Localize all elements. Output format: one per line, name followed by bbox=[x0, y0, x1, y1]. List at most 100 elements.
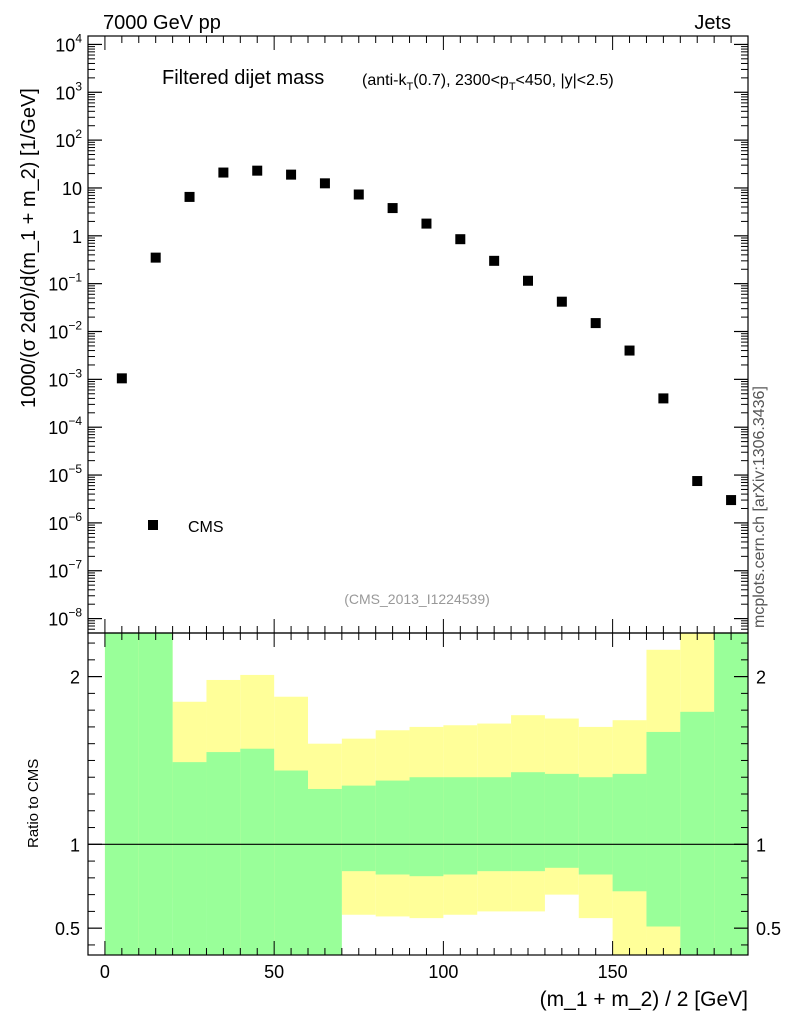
data-point bbox=[184, 191, 195, 202]
band-stat-bin-4 bbox=[240, 748, 275, 955]
y-tick-base: 10 bbox=[48, 514, 68, 534]
y-tick-label: 10−2 bbox=[48, 319, 82, 343]
main-y-ticks: 10410310210110−110−210−310−410−510−610−7… bbox=[48, 31, 748, 630]
data-point bbox=[455, 234, 466, 245]
band-stat-bin-5 bbox=[274, 770, 308, 955]
data-point bbox=[590, 318, 601, 329]
data-point bbox=[353, 189, 364, 200]
y-tick-base: 10 bbox=[55, 35, 75, 55]
y-tick-exponent: −3 bbox=[68, 366, 82, 380]
y-tick-base: 10 bbox=[48, 323, 68, 343]
x-axis-label: (m_1 + m_2) / 2 [GeV] bbox=[540, 988, 748, 1011]
y-tick-label: 10−6 bbox=[48, 510, 82, 534]
y-tick-base: 10 bbox=[48, 610, 68, 630]
y-tick-base: 10 bbox=[48, 418, 68, 438]
x-tick-label: 50 bbox=[264, 962, 284, 982]
subtitle-sub-1: T bbox=[406, 81, 413, 93]
y-tick-base: 10 bbox=[55, 83, 75, 103]
data-point bbox=[523, 275, 533, 286]
band-stat-bin-14 bbox=[578, 777, 613, 875]
y-tick-exponent: −5 bbox=[68, 462, 82, 476]
band-stat-bin-1 bbox=[138, 633, 173, 955]
band-stat-bin-7 bbox=[341, 785, 376, 872]
band-stat-bin-10 bbox=[443, 777, 478, 875]
ratio-y-axis-label: Ratio to CMS bbox=[25, 759, 42, 848]
data-point bbox=[726, 495, 737, 506]
band-stat-bin-2 bbox=[172, 762, 207, 955]
ratio-ticks: 0.5 0.5 1 1 2 2 bbox=[55, 642, 781, 946]
y-tick-exponent: 2 bbox=[75, 127, 82, 141]
x-tick-label: 0 bbox=[100, 962, 110, 982]
data-point bbox=[218, 167, 229, 178]
side-label: mcplots.cern.ch [arXiv:1306.3436] bbox=[751, 386, 768, 628]
band-stat-bin-8 bbox=[375, 780, 410, 875]
y-tick-base: 10 bbox=[48, 466, 68, 486]
data-point bbox=[624, 345, 635, 356]
band-stat-bin-6 bbox=[308, 788, 342, 955]
y-tick-label: 10−3 bbox=[48, 366, 82, 390]
data-point bbox=[150, 252, 161, 263]
band-stat-bin-12 bbox=[511, 772, 545, 872]
y-tick-label: 10−5 bbox=[48, 462, 82, 486]
y-tick-exponent: 3 bbox=[75, 79, 82, 93]
legend-marker bbox=[148, 520, 158, 530]
y-tick-label: 10−4 bbox=[48, 414, 82, 438]
ratio-tick-label-right: 0.5 bbox=[756, 919, 781, 939]
y-tick-exponent: 4 bbox=[75, 31, 82, 45]
energy-label: 7000 GeV pp bbox=[103, 12, 221, 34]
ratio-tick-label-left: 0.5 bbox=[55, 919, 80, 939]
data-point bbox=[319, 178, 330, 189]
legend-label: CMS bbox=[188, 519, 224, 536]
y-tick-base: 10 bbox=[55, 131, 75, 151]
band-stat-bin-3 bbox=[206, 752, 241, 955]
data-point bbox=[658, 393, 669, 404]
y-tick-label: 10 bbox=[62, 179, 82, 199]
y-tick-label: 10−1 bbox=[48, 271, 82, 295]
subtitle-part-1: (anti-k bbox=[362, 72, 407, 89]
y-tick-label: 10−8 bbox=[48, 606, 82, 630]
ratio-bands bbox=[104, 633, 748, 955]
y-tick-base: 10 bbox=[48, 562, 68, 582]
process-label: Jets bbox=[694, 12, 731, 34]
y-tick-label: 103 bbox=[55, 79, 82, 103]
data-point bbox=[286, 169, 297, 180]
x-tick-label: 100 bbox=[428, 962, 458, 982]
data-point bbox=[421, 218, 432, 229]
chart-subtitle: (anti-kT(0.7), 2300<pT<450, |y|<2.5) bbox=[362, 72, 614, 93]
y-tick-label: 104 bbox=[55, 31, 82, 55]
main-x-ticks: 0 50 100 150 bbox=[87, 36, 749, 982]
band-stat-bin-11 bbox=[477, 777, 512, 872]
data-point bbox=[116, 373, 127, 384]
band-stat-bin-13 bbox=[544, 773, 579, 868]
band-stat-bin-16 bbox=[646, 731, 681, 927]
main-panel-frame bbox=[87, 35, 749, 634]
subtitle-part-2: (0.7), 2300<p bbox=[413, 72, 509, 89]
x-tick-label: 150 bbox=[598, 962, 628, 982]
data-point bbox=[252, 165, 263, 176]
band-stat-bin-17 bbox=[680, 711, 715, 955]
subtitle-part-3: <450, |y|<2.5) bbox=[516, 72, 614, 89]
band-stat-bin-9 bbox=[409, 777, 444, 877]
ratio-tick-label-right: 1 bbox=[756, 835, 766, 855]
y-tick-exponent: −2 bbox=[68, 319, 82, 333]
y-tick-base: 10 bbox=[48, 275, 68, 295]
data-point bbox=[556, 296, 567, 307]
y-tick-exponent: −4 bbox=[68, 414, 82, 428]
data-points bbox=[116, 165, 737, 506]
band-stat-bin-0 bbox=[104, 633, 139, 955]
data-point bbox=[387, 203, 398, 214]
y-axis-label: 1000/(σ 2dσ)/d(m_1 + m_2) [1/GeV] bbox=[18, 88, 40, 408]
y-tick-exponent: −8 bbox=[68, 606, 82, 620]
band-stat-bin-15 bbox=[612, 773, 647, 892]
ratio-tick-label-left: 2 bbox=[70, 668, 80, 688]
y-tick-exponent: −1 bbox=[68, 271, 82, 285]
ratio-tick-label-right: 2 bbox=[756, 668, 766, 688]
data-point bbox=[692, 476, 703, 487]
y-tick-label: 1 bbox=[72, 227, 82, 247]
subtitle-sub-2: T bbox=[509, 81, 516, 93]
chart-title: Filtered dijet mass bbox=[162, 67, 324, 89]
ratio-tick-label-left: 1 bbox=[70, 835, 80, 855]
data-point bbox=[489, 255, 500, 266]
y-tick-label: 102 bbox=[55, 127, 82, 151]
